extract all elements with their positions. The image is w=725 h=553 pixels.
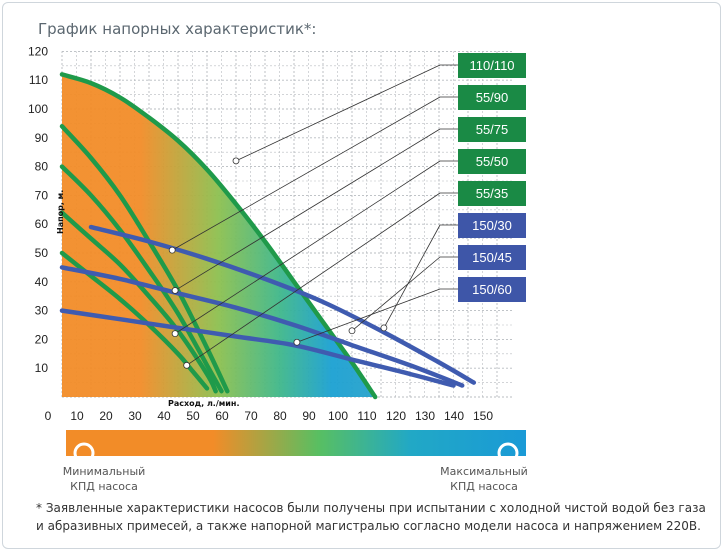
y-tick: 70 [35, 188, 49, 202]
svg-text:* Заявленные характеристики на: * Заявленные характеристики насосов были… [36, 501, 706, 515]
svg-text:55/75: 55/75 [476, 122, 509, 137]
leader-55-35 [186, 192, 441, 366]
leader-dot [293, 338, 301, 346]
svg-text:КПД насоса: КПД насоса [450, 480, 518, 493]
svg-text:150/30: 150/30 [472, 218, 512, 233]
leader-150-60 [296, 288, 441, 343]
curve-150-30 [88, 224, 477, 385]
label-110-110: 110/110 [458, 53, 526, 78]
svg-text:55/90: 55/90 [476, 90, 509, 105]
x-tick: 70 [244, 409, 258, 423]
svg-text:55/35: 55/35 [476, 186, 509, 201]
y-tick: 80 [35, 160, 49, 174]
x-tick: 140 [444, 409, 464, 423]
svg-text:110/110: 110/110 [469, 58, 514, 73]
y-tick: 50 [35, 246, 49, 260]
svg-text:КПД насоса: КПД насоса [70, 480, 138, 493]
leader-dot [171, 330, 179, 338]
curve-150-60 [59, 308, 456, 388]
x-tick: 80 [273, 409, 287, 423]
y-tick: 20 [35, 332, 49, 346]
leader-dot [380, 324, 388, 332]
x-tick: 0 [45, 409, 52, 423]
label-55-50: 55/50 [458, 149, 526, 174]
y-tick: 30 [35, 304, 49, 318]
x-tick: 110 [357, 409, 376, 423]
x-tick: 120 [386, 409, 406, 423]
leader-150-30 [383, 224, 441, 329]
max-efficiency-marker [497, 442, 519, 464]
leader-dot [348, 327, 356, 335]
colorbar-captions: Минимальный КПД насоса Максимальный КПД нас… [63, 465, 528, 493]
leader-lines [168, 64, 458, 369]
leader-dot [232, 157, 240, 165]
curve-55-50 [59, 210, 218, 394]
leader-55-90 [172, 96, 441, 251]
y-tick-labels: 10 20 30 40 50 60 70 80 90 100 110 120 [28, 44, 48, 375]
x-tick: 40 [157, 409, 171, 423]
curve-110-110 [59, 72, 378, 400]
svg-text:150/60: 150/60 [472, 282, 512, 297]
leader-55-50 [174, 160, 441, 334]
leader-110-110 [235, 64, 441, 162]
svg-text:и абразивных примесей, а также: и абразивных примесей, а также напорной … [36, 519, 701, 533]
label-55-90: 55/90 [458, 85, 526, 110]
label-55-75: 55/75 [458, 117, 526, 142]
y-tick: 110 [29, 73, 48, 87]
min-efficiency-marker [73, 442, 95, 464]
x-tick: 20 [99, 409, 113, 423]
leader-dot [171, 287, 179, 294]
efficiency-fill [62, 74, 497, 397]
efficiency-area [62, 74, 497, 397]
x-tick: 150 [473, 409, 493, 423]
leader-dot [183, 361, 191, 369]
svg-text:Максимальный: Максимальный [440, 465, 528, 478]
svg-text:150/45: 150/45 [472, 250, 512, 265]
x-tick-labels: 0 10 20 30 40 50 60 70 80 90 100 110 120 130 140 150 [45, 409, 494, 423]
label-55-35: 55/35 [458, 181, 526, 206]
label-150-30: 150/30 [458, 213, 526, 238]
x-tick: 30 [128, 409, 142, 423]
y-tick: 100 [28, 102, 48, 116]
y-tick: 90 [35, 131, 49, 145]
x-tick: 60 [215, 409, 229, 423]
svg-text:55/50: 55/50 [476, 154, 509, 169]
x-axis-label: Расход, л./мин. [168, 399, 239, 408]
y-tick: 10 [35, 361, 49, 375]
x-tick: 130 [415, 409, 435, 423]
svg-text:Минимальный: Минимальный [63, 465, 146, 478]
chart-title: График напорных характеристик*: [38, 20, 317, 38]
leader-55-75 [174, 128, 441, 291]
leader-dot [168, 246, 176, 254]
x-tick: 10 [70, 409, 84, 423]
curve-150-45 [59, 265, 465, 388]
y-tick: 120 [28, 44, 48, 58]
curves [59, 72, 477, 400]
x-tick: 100 [328, 409, 348, 423]
label-150-45: 150/45 [458, 245, 526, 270]
efficiency-colorbar [66, 430, 526, 456]
x-tick: 50 [186, 409, 200, 423]
y-tick: 40 [35, 275, 49, 289]
y-axis-label: Напор, м. [56, 190, 65, 234]
x-tick: 90 [302, 409, 316, 423]
model-labels: 110/110 55/90 55/75 55/50 55/35 150/30 150/45 1… [458, 53, 526, 302]
leader-150-45 [351, 256, 441, 332]
footnote: * Заявленные характеристики насосов были… [36, 501, 706, 533]
curve-55-75 [59, 164, 224, 394]
y-tick: 60 [35, 217, 49, 231]
label-150-60: 150/60 [458, 277, 526, 302]
